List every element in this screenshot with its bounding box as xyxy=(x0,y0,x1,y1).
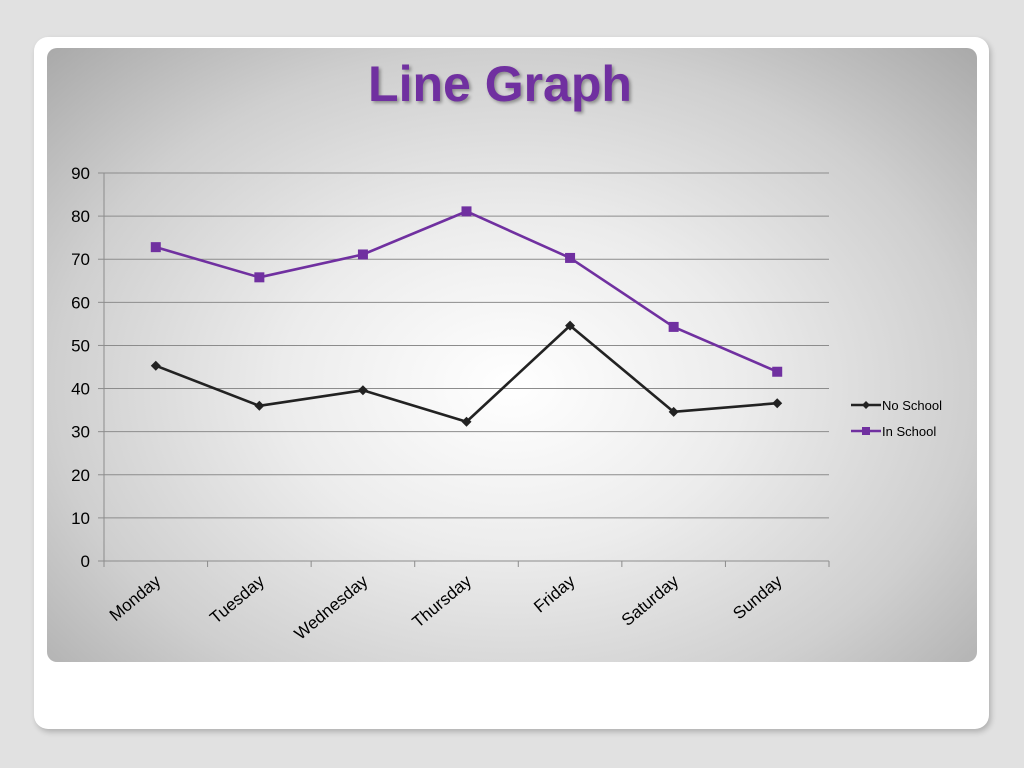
gridlines xyxy=(104,172,829,519)
series-line xyxy=(155,210,778,373)
legend-label: No School xyxy=(882,398,942,413)
data-point-diamond xyxy=(668,406,679,417)
axes xyxy=(98,172,830,567)
data-point-diamond xyxy=(254,400,265,411)
y-tick-label: 60 xyxy=(71,293,90,312)
y-tick-label: 90 xyxy=(71,164,90,183)
data-point-square xyxy=(357,249,368,260)
data-point-square xyxy=(772,366,783,377)
y-tick-labels: 0 10 20 30 40 50 60 70 80 90 xyxy=(71,164,90,571)
x-tick-label: Friday xyxy=(530,571,579,616)
data-point-diamond xyxy=(565,320,576,331)
chart-panel xyxy=(47,48,977,662)
y-tick-label: 80 xyxy=(71,207,90,226)
data-point-square xyxy=(150,242,161,253)
series-lines xyxy=(150,206,783,427)
y-tick-label: 50 xyxy=(71,336,90,355)
series-line xyxy=(155,324,778,424)
y-tick-label: 70 xyxy=(71,250,90,269)
data-point-diamond xyxy=(150,360,161,371)
data-point-square xyxy=(668,321,679,332)
legend-marker-square xyxy=(862,427,870,435)
x-tick-labels: Monday Tuesday Wednesday Thursday Friday Satu… xyxy=(106,571,786,643)
data-point-diamond xyxy=(357,385,368,396)
data-point-square xyxy=(565,252,576,263)
y-tick-label: 20 xyxy=(71,466,90,485)
data-point-square xyxy=(461,206,472,217)
data-point-square xyxy=(254,272,265,283)
x-tick-label: Tuesday xyxy=(206,571,268,627)
legend-label: In School xyxy=(882,424,936,439)
chart-title: Line Graph xyxy=(368,56,632,112)
x-tick-label: Sunday xyxy=(729,571,786,623)
data-point-diamond xyxy=(772,398,783,409)
x-tick-label: Monday xyxy=(106,571,165,625)
x-tick-label: Saturday xyxy=(618,571,683,630)
legend: No School In School xyxy=(851,398,942,439)
y-tick-label: 40 xyxy=(71,380,90,399)
y-tick-label: 0 xyxy=(81,552,90,571)
data-point-diamond xyxy=(461,416,472,427)
x-tick-label: Thursday xyxy=(409,571,476,631)
y-tick-label: 10 xyxy=(71,509,90,528)
y-tick-label: 30 xyxy=(71,423,90,442)
x-tick-label: Wednesday xyxy=(291,571,372,643)
legend-marker-diamond xyxy=(862,401,870,409)
